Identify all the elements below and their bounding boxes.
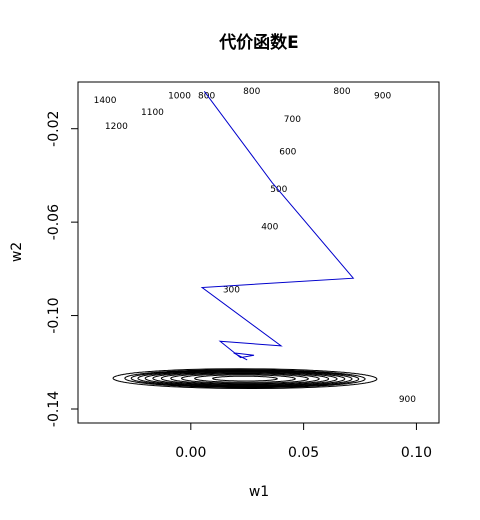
x-axis: 0.00 0.05 0.10 (175, 423, 432, 461)
contour-label: 1200 (105, 122, 128, 132)
contour-line-300 (212, 375, 278, 382)
y-tick-label: -0.06 (46, 204, 62, 240)
x-axis-label: w1 (249, 484, 269, 500)
contour-label: 800 (243, 87, 260, 97)
contour-label: 900 (374, 92, 391, 102)
chart-title: 代价函数E (218, 32, 299, 53)
contour-lines (112, 368, 378, 390)
contour-label: 300 (223, 285, 240, 295)
contour-line-900 (144, 370, 346, 387)
x-tick-label: 0.05 (288, 445, 319, 461)
contour-label: 900 (399, 395, 416, 405)
y-axis: -0.14 -0.10 -0.06 -0.02 (46, 111, 78, 427)
contour-label: 1400 (94, 96, 117, 106)
contour-line-800 (152, 371, 338, 387)
x-tick-label: 0.00 (175, 445, 206, 461)
contour-line-700 (160, 371, 330, 386)
descent-path (200, 91, 355, 361)
contour-label: 700 (284, 115, 301, 125)
contour-label: 1000 (168, 92, 191, 102)
contour-label: 600 (279, 148, 296, 158)
descent-path-group (200, 91, 355, 361)
contour-line-400 (194, 374, 296, 383)
y-tick-label: -0.10 (46, 297, 62, 333)
y-tick-label: -0.14 (46, 391, 62, 427)
contour-label: 400 (261, 222, 278, 232)
contour-line-600 (170, 372, 320, 385)
contour-line-1400 (112, 368, 378, 390)
contour-line-1200 (124, 369, 366, 389)
contour-label: 1100 (141, 108, 164, 118)
contour-label: 800 (333, 87, 350, 97)
plot-frame (77, 81, 440, 424)
y-axis-label: w2 (9, 242, 25, 262)
contour-label: 800 (198, 92, 215, 102)
contour-line-500 (181, 373, 309, 384)
x-tick-label: 0.10 (401, 445, 432, 461)
y-tick-label: -0.02 (46, 111, 62, 147)
